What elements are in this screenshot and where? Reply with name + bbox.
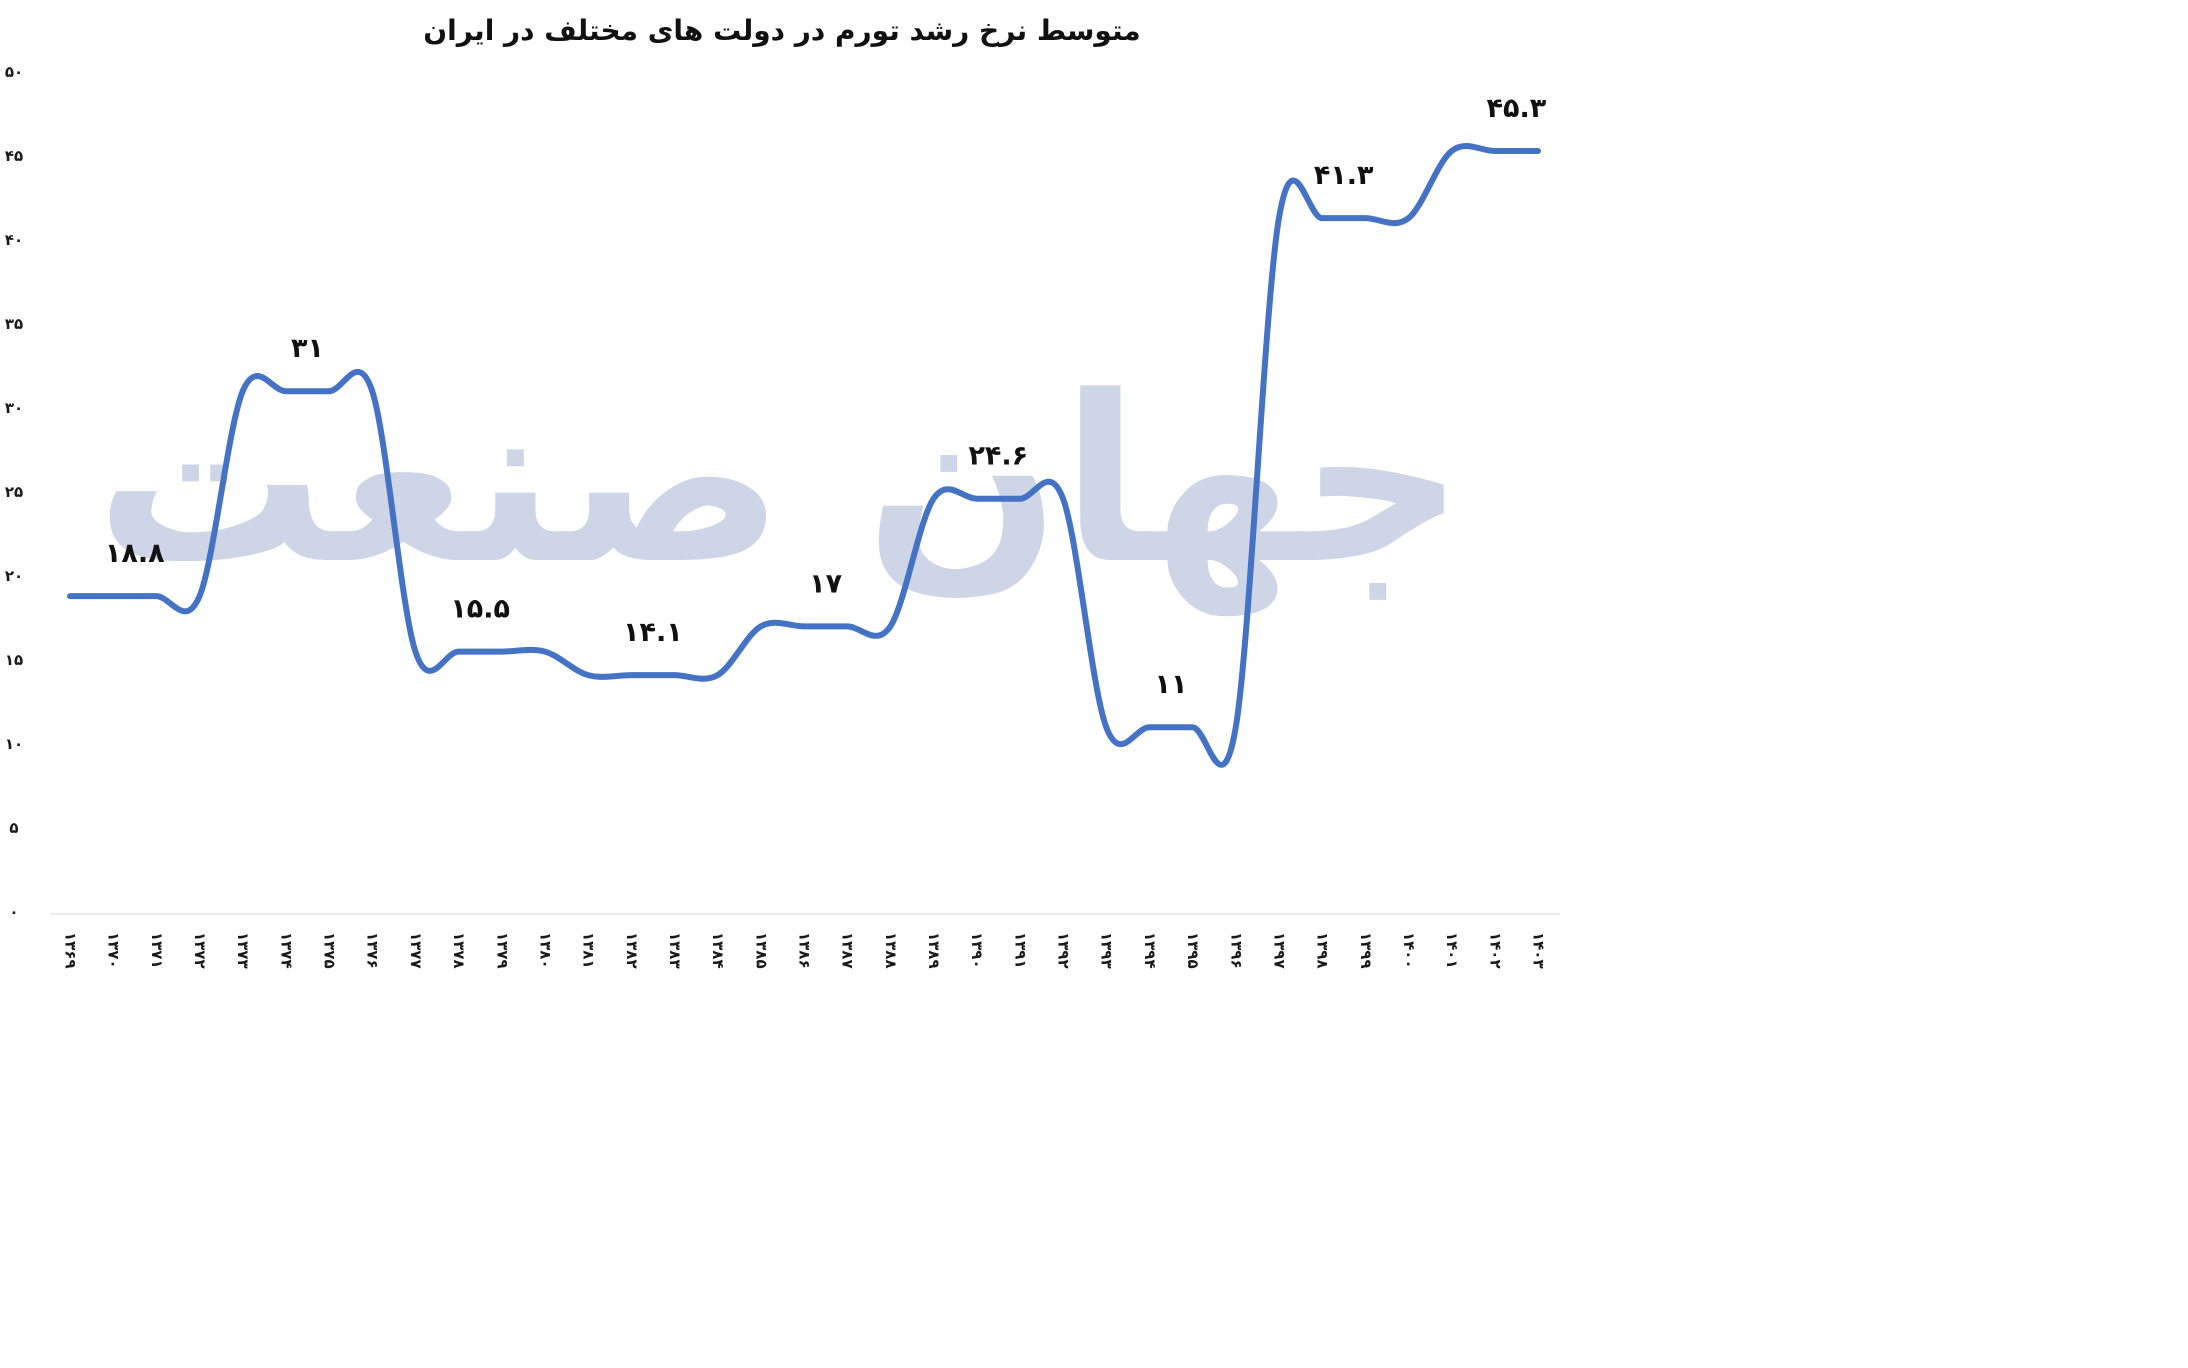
- data-label: ۲۴.۶: [968, 441, 1028, 472]
- x-tick-label: ۱۳۹۹: [1357, 932, 1375, 969]
- x-tick-label: ۱۳۸۷: [839, 932, 857, 969]
- y-tick-label: ۲۰: [5, 567, 23, 585]
- y-tick-label: ۵۰: [5, 63, 23, 81]
- x-tick-label: ۱۳۷۳: [234, 932, 252, 969]
- x-tick-label: ۱۳۷۶: [364, 932, 382, 969]
- data-label: ۱۱: [1155, 669, 1188, 700]
- x-tick-label: ۱۳۷۲: [191, 932, 209, 969]
- data-label: ۴۱.۳: [1314, 160, 1374, 191]
- x-tick-label: ۱۳۸۶: [796, 932, 814, 969]
- x-tick-label: ۱۳۷۰: [105, 932, 123, 969]
- x-tick-label: ۱۳۹۳: [1098, 932, 1116, 969]
- x-tick-label: ۱۳۸۴: [709, 932, 727, 969]
- x-tick-label: ۱۳۸۲: [623, 932, 641, 969]
- x-tick-label: ۱۳۹۵: [1184, 932, 1202, 969]
- x-tick-label: ۱۳۹۴: [1141, 932, 1159, 969]
- x-tick-label: ۱۴۰۱: [1443, 932, 1461, 969]
- x-tick-label: ۱۳۷۹: [493, 932, 511, 969]
- x-tick-label: ۱۳۷۷: [407, 932, 425, 969]
- series-layer: [67, 143, 1541, 768]
- y-tick-label: ۳۰: [5, 399, 23, 417]
- x-tick-label: ۱۳۸۵: [752, 932, 770, 969]
- x-tick-label: ۱۳۷۵: [321, 932, 339, 969]
- inflation-line-chart: جهان صنعت متوسط نرخ رشد تورم در دولت های…: [0, 0, 1568, 980]
- x-tick-label: ۱۴۰۰: [1400, 932, 1418, 969]
- data-label: ۳۱: [291, 333, 324, 364]
- y-tick-label: ۱۵: [5, 651, 23, 669]
- x-tick-label: ۱۳۷۸: [450, 932, 468, 969]
- y-tick-label: ۴۵: [5, 147, 23, 165]
- y-tick-label: ۲۵: [5, 483, 23, 501]
- data-label: ۱۷: [809, 568, 842, 599]
- x-tick-label: ۱۳۸۳: [666, 932, 684, 969]
- x-tick-label: ۱۳۷۴: [277, 932, 295, 969]
- inflation-series-line: [67, 143, 1541, 768]
- x-tick-label: ۱۳۹۶: [1227, 932, 1245, 969]
- y-tick-label: ۰: [9, 903, 18, 921]
- x-tick-label: ۱۴۰۲: [1486, 932, 1504, 969]
- data-label: ۱۴.۱: [623, 617, 683, 648]
- y-tick-label: ۴۰: [5, 231, 23, 249]
- x-axis-ticks: ۱۳۶۹ ۱۳۷۰ ۱۳۷۱ ۱۳۷۲ ۱۳۷۳ ۱۳۷۴ ۱۳۷۵ ۱۳۷۶ ۱۳۷۷ ۱۳۷۸…: [62, 932, 1548, 969]
- x-tick-label: ۱۳۶۹: [62, 932, 80, 969]
- x-tick-label: ۱۳۹۲: [1055, 932, 1073, 969]
- y-tick-label: ۵: [9, 819, 18, 837]
- data-label: ۴۵.۳: [1487, 93, 1547, 124]
- x-tick-label: ۱۳۹۱: [1011, 932, 1029, 969]
- data-label: ۱۵.۵: [450, 594, 510, 625]
- x-tick-label: ۱۳۸۱: [580, 932, 598, 969]
- data-label: ۱۸.۸: [105, 538, 165, 569]
- y-tick-label: ۳۵: [5, 315, 23, 333]
- y-tick-label: ۱۰: [5, 735, 23, 753]
- x-tick-label: ۱۳۹۸: [1314, 932, 1332, 969]
- x-tick-label: ۱۳۹۰: [968, 932, 986, 969]
- x-tick-label: ۱۳۸۸: [882, 932, 900, 969]
- x-tick-label: ۱۳۷۱: [148, 932, 166, 969]
- y-axis-ticks: ۰ ۵ ۱۰ ۱۵ ۲۰ ۲۵ ۳۰ ۳۵ ۴۰ ۴۵ ۵۰: [5, 63, 23, 921]
- chart-background: [0, 0, 1568, 980]
- x-tick-label: ۱۳۹۷: [1270, 932, 1288, 969]
- x-tick-label: ۱۴۰۳: [1530, 932, 1548, 969]
- x-tick-label: ۱۳۸۹: [925, 932, 943, 969]
- chart-title: متوسط نرخ رشد تورم در دولت های مختلف در …: [423, 14, 1140, 47]
- x-tick-label: ۱۳۸۰: [536, 932, 554, 969]
- data-labels: ۱۸.۸ ۳۱ ۱۵.۵ ۱۴.۱ ۱۷ ۲۴.۶ ۱۱ ۴۱.۳ ۴۵.۳: [105, 93, 1547, 700]
